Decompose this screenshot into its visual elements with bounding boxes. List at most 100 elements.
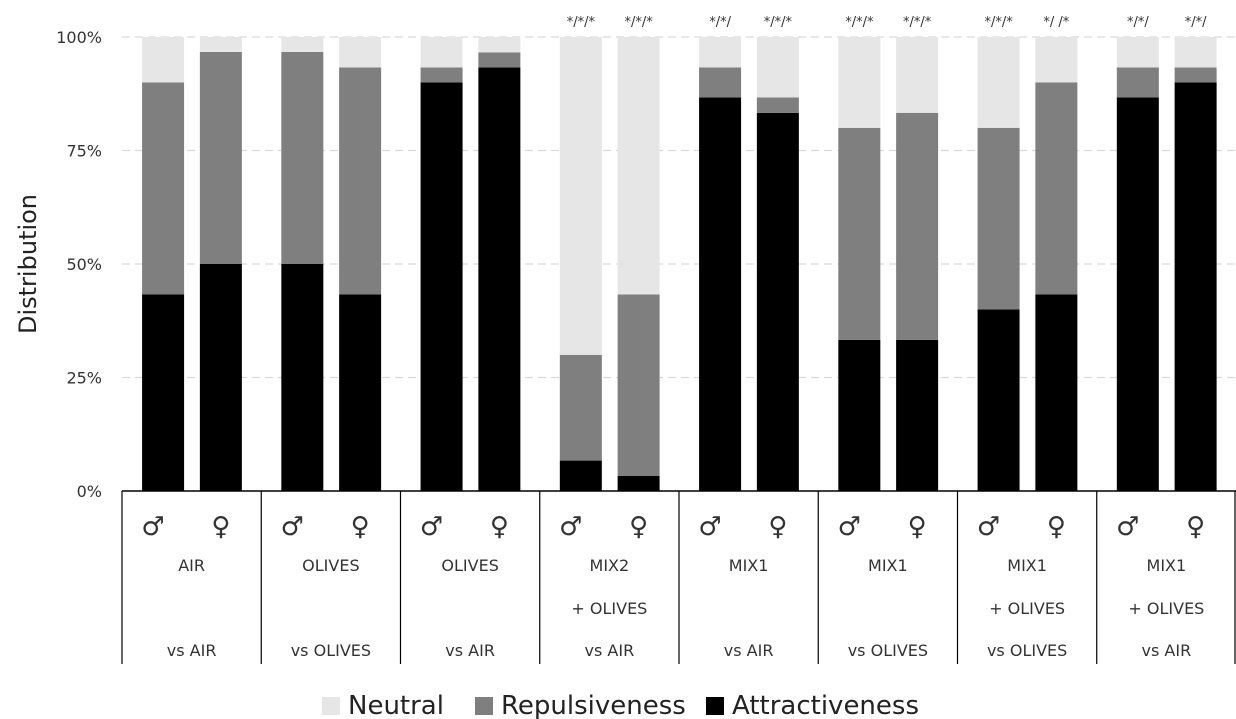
female-symbol: ♀	[490, 512, 509, 542]
bar-segment-attractiveness	[1035, 294, 1078, 491]
category-label-line3: vs AIR	[1142, 641, 1192, 660]
bar-segment-repulsiveness	[199, 51, 242, 265]
bar-segment-repulsiveness	[838, 127, 881, 340]
category-label-line1: MIX1	[1007, 556, 1047, 575]
bar-segment-attractiveness	[420, 82, 463, 492]
bar-segment-neutral	[896, 37, 939, 113]
bar-segment-neutral	[977, 37, 1020, 128]
bar-segment-neutral	[142, 37, 185, 83]
bar-segment-attractiveness	[281, 264, 324, 491]
category-label-line1: MIX1	[868, 556, 908, 575]
significance-label: */*/	[1127, 15, 1149, 30]
bar-segment-repulsiveness	[339, 67, 382, 295]
bar-segment-repulsiveness	[559, 354, 602, 461]
bar-segment-repulsiveness	[699, 67, 742, 98]
bar-segment-attractiveness	[339, 294, 382, 491]
bar-segment-attractiveness	[838, 339, 881, 491]
male-symbol: ♂	[698, 512, 721, 542]
bar-segment-repulsiveness	[142, 82, 185, 295]
y-tick-label: 25%	[66, 369, 102, 388]
bar-segment-neutral	[339, 37, 382, 68]
bar-segment-neutral	[1116, 37, 1159, 68]
male-symbol: ♂	[1116, 512, 1139, 542]
legend-swatch	[475, 697, 493, 715]
significance-label: */ /*	[1043, 15, 1069, 30]
legend-label: Attractiveness	[732, 691, 919, 719]
legend-swatch	[322, 697, 340, 715]
bar-segment-attractiveness	[699, 97, 742, 491]
category-label-line2: + OLIVES	[1128, 599, 1204, 618]
bar-segment-attractiveness	[559, 460, 602, 491]
bar-segment-neutral	[199, 37, 242, 52]
significance-label: */*/*	[903, 15, 932, 30]
significance-label: */*/*	[764, 15, 793, 30]
legend-label: Neutral	[348, 691, 444, 719]
bar-segment-repulsiveness	[420, 67, 463, 83]
category-label-line1: MIX1	[729, 556, 769, 575]
bar-segment-neutral	[1035, 37, 1078, 83]
male-symbol: ♂	[977, 512, 1000, 542]
bar-segment-neutral	[617, 37, 660, 295]
bar-segment-repulsiveness	[281, 51, 324, 265]
bar-segment-repulsiveness	[617, 294, 660, 477]
bar-segment-neutral	[756, 37, 799, 98]
male-symbol: ♂	[141, 512, 164, 542]
bar-segment-attractiveness	[617, 476, 660, 491]
female-symbol: ♀	[768, 512, 787, 542]
y-tick-label: 100%	[56, 28, 102, 47]
bar-segment-attractiveness	[896, 339, 939, 491]
y-axis-label: Distribution	[14, 194, 42, 334]
category-label-line3: vs AIR	[445, 641, 495, 660]
female-symbol: ♀	[629, 512, 648, 542]
bar-segment-repulsiveness	[896, 112, 939, 340]
male-symbol: ♂	[838, 512, 861, 542]
male-symbol: ♂	[281, 512, 304, 542]
category-label-line3: vs AIR	[724, 641, 774, 660]
female-symbol: ♀	[1186, 512, 1205, 542]
category-label-line2: + OLIVES	[989, 599, 1065, 618]
significance-label: */*/	[1185, 15, 1207, 30]
category-label-line1: OLIVES	[441, 556, 498, 575]
bar-segment-attractiveness	[199, 264, 242, 491]
significance-label: */*/*	[624, 15, 653, 30]
y-tick-label: 50%	[66, 255, 102, 274]
male-symbol: ♂	[420, 512, 443, 542]
significance-label: */*/*	[845, 15, 874, 30]
category-label-line1: MIX2	[590, 556, 630, 575]
bar-segment-repulsiveness	[977, 127, 1020, 310]
bar-segment-repulsiveness	[1174, 67, 1217, 83]
legend-label: Repulsiveness	[501, 691, 686, 719]
bar-segment-neutral	[281, 37, 324, 52]
category-label-line1: AIR	[178, 556, 205, 575]
bar-segment-attractiveness	[478, 67, 521, 491]
bar-segment-repulsiveness	[756, 97, 799, 113]
category-label-line3: vs OLIVES	[987, 641, 1067, 660]
significance-label: */*/	[709, 15, 731, 30]
category-label-line1: MIX1	[1147, 556, 1187, 575]
bar-segment-neutral	[478, 37, 521, 53]
bar-segment-neutral	[420, 37, 463, 68]
legend-swatch	[706, 697, 724, 715]
category-label-line3: vs AIR	[585, 641, 635, 660]
bar-segment-attractiveness	[756, 112, 799, 492]
significance-label: */*/*	[984, 15, 1013, 30]
bar-segment-attractiveness	[977, 309, 1020, 491]
category-label-line3: vs OLIVES	[291, 641, 371, 660]
bar-segment-repulsiveness	[1035, 82, 1078, 295]
y-tick-label: 0%	[77, 482, 102, 501]
category-label-line2: + OLIVES	[571, 599, 647, 618]
bar-segment-neutral	[1174, 37, 1217, 68]
category-label-line3: vs OLIVES	[848, 641, 928, 660]
bar-segment-repulsiveness	[478, 52, 521, 68]
female-symbol: ♀	[211, 512, 230, 542]
bar-segment-attractiveness	[1116, 97, 1159, 491]
female-symbol: ♀	[908, 512, 927, 542]
bar-segment-attractiveness	[142, 294, 185, 491]
female-symbol: ♀	[351, 512, 370, 542]
category-label-line3: vs AIR	[167, 641, 217, 660]
bar-segment-neutral	[559, 37, 602, 355]
female-symbol: ♀	[1047, 512, 1066, 542]
bar-segment-neutral	[838, 37, 881, 128]
bar-segment-neutral	[699, 37, 742, 68]
